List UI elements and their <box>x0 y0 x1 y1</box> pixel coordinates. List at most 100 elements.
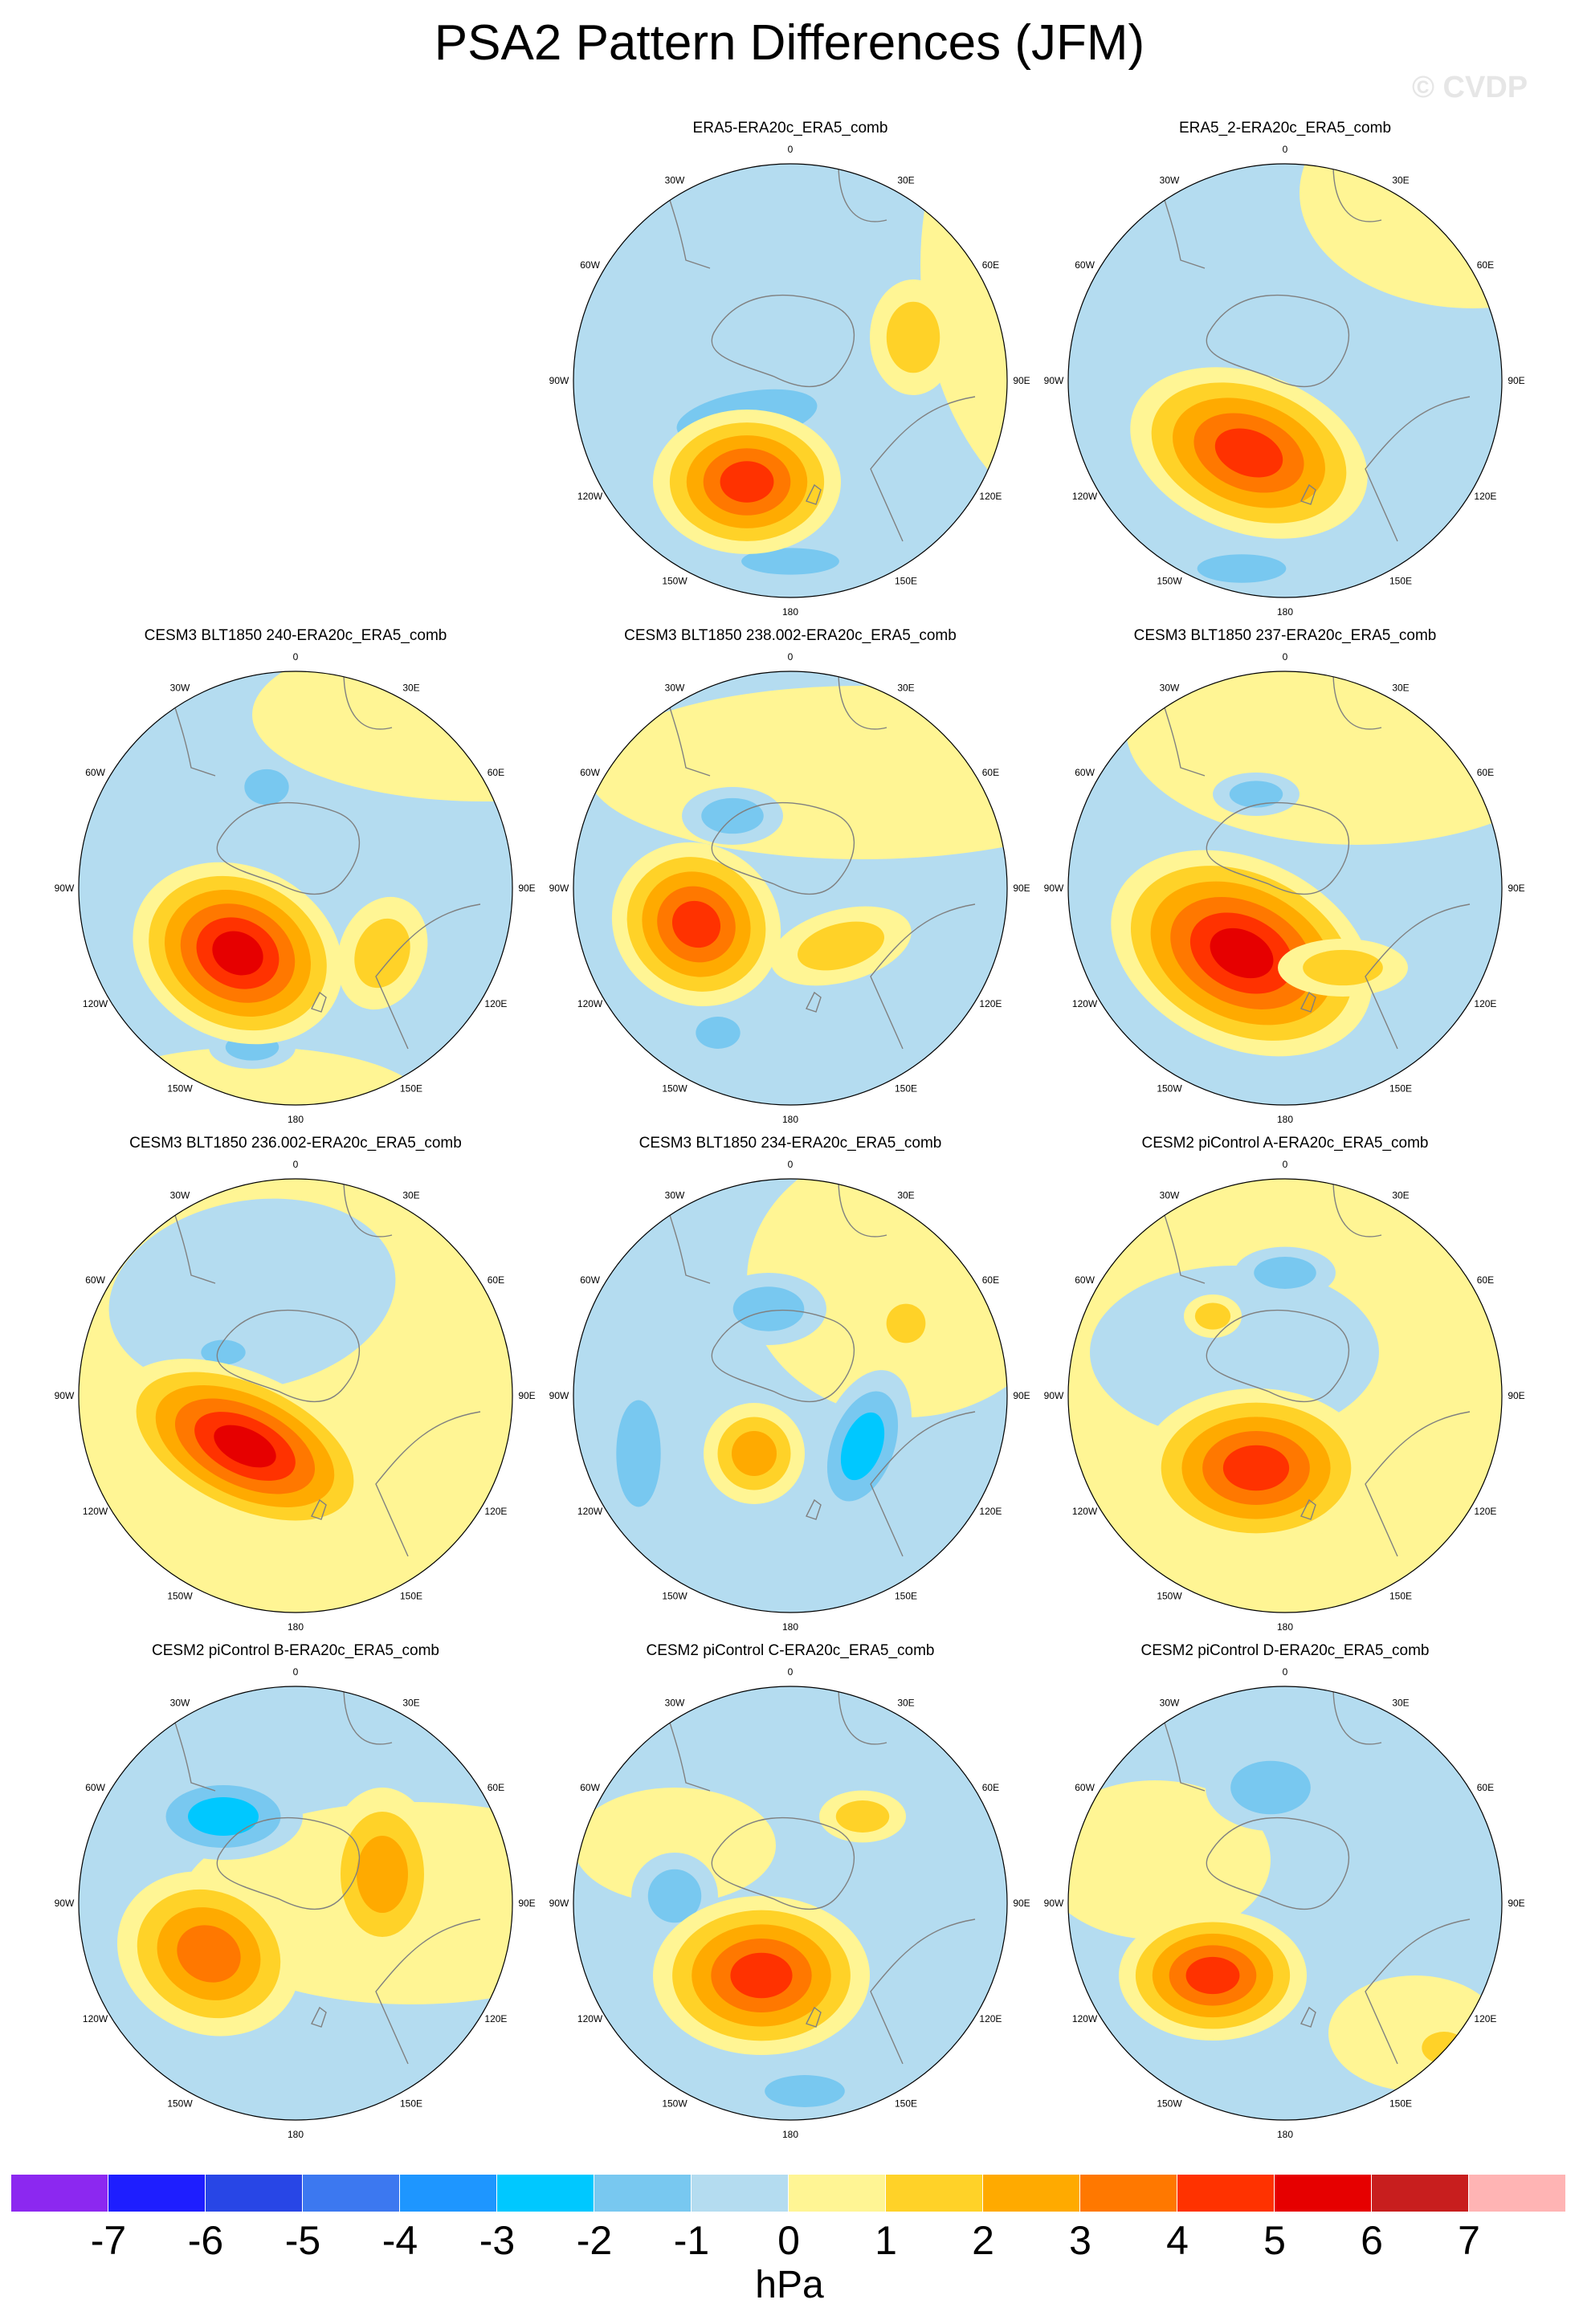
longitude-label: 150W <box>167 1590 193 1601</box>
longitude-label: 150E <box>400 1082 422 1094</box>
longitude-label: 150E <box>1389 2098 1412 2109</box>
new-zealand-coastline <box>311 2006 327 2028</box>
longitude-label: 60W <box>1075 1274 1095 1286</box>
panel-title: CESM3 BLT1850 234-ERA20c_ERA5_comb <box>639 1135 942 1152</box>
australia-coastline <box>1365 1411 1471 1557</box>
map-boundary <box>1067 1686 1503 2121</box>
colorbar-swatch <box>594 2175 692 2212</box>
positive-anomaly-contour <box>1303 949 1383 986</box>
colorbar-tick-label: 4 <box>1166 2218 1189 2263</box>
australia-coastline <box>375 1411 481 1557</box>
longitude-label: 0 <box>1283 144 1288 155</box>
colorbar-tick-label: -5 <box>284 2218 321 2263</box>
map-panel: CESM3 BLT1850 236.002-ERA20c_ERA5_comb 0 3… <box>47 1134 545 1641</box>
polar-map: 0 30E 60E 90E 120E 150E 180 150W 120W 90W 60W 30W <box>55 1159 536 1633</box>
longitude-label: 150E <box>895 1082 917 1094</box>
map-boundary <box>573 163 1008 598</box>
longitude-label: 90E <box>518 883 535 894</box>
longitude-label: 120W <box>577 2013 603 2024</box>
longitude-label: 0 <box>1283 1666 1288 1678</box>
new-zealand-coastline <box>311 1498 327 1520</box>
longitude-label: 0 <box>1283 651 1288 663</box>
longitude-label: 120E <box>484 998 507 1009</box>
longitude-label: 60E <box>488 767 504 778</box>
longitude-label: 90W <box>1044 375 1064 386</box>
colorbar-tick-label: -6 <box>187 2218 224 2263</box>
negative-anomaly-contour <box>188 1797 259 1836</box>
longitude-label: 150W <box>662 575 687 586</box>
longitude-label: 60W <box>580 259 600 271</box>
longitude-label: 0 <box>293 1666 299 1678</box>
longitude-label: 150W <box>1157 1082 1182 1094</box>
longitude-label: 30W <box>170 1698 190 1709</box>
africa-coastline <box>838 671 887 730</box>
coastlines <box>1156 1686 1471 2065</box>
africa-coastline <box>1332 164 1382 222</box>
longitude-label: 30E <box>897 1698 914 1709</box>
antarctica-coastline <box>1206 294 1350 388</box>
longitude-label: 60E <box>488 1274 504 1286</box>
longitude-label: 180 <box>1277 1621 1293 1633</box>
map-panel: ERA5_2-ERA20c_ERA5_comb 0 30E 60E 90E 120E 150… <box>1036 119 1534 626</box>
map-boundary <box>1067 671 1503 1106</box>
longitude-label: 60E <box>1477 259 1494 271</box>
colorbar-tick-label: 5 <box>1263 2218 1286 2263</box>
positive-anomaly-contour <box>1185 1956 1240 1995</box>
longitude-label: 30W <box>1160 1698 1180 1709</box>
map-panel: CESM2 piControl B-ERA20c_ERA5_comb 0 30E 60… <box>47 1641 545 2149</box>
negative-anomaly-contour <box>1230 1760 1311 1815</box>
africa-coastline <box>1332 1179 1382 1237</box>
longitude-label: 0 <box>293 1159 299 1170</box>
positive-anomaly-contour <box>798 921 884 971</box>
longitude-label: 30E <box>402 1190 419 1201</box>
panel-title: CESM2 piControl A-ERA20c_ERA5_comb <box>1141 1135 1429 1152</box>
longitude-label: 90W <box>55 1898 75 1909</box>
longitude-label: 60W <box>85 1782 105 1793</box>
longitude-label: 90W <box>549 375 569 386</box>
longitude-label: 180 <box>782 606 798 618</box>
longitude-label: 90E <box>1508 375 1524 386</box>
positive-anomaly-contour <box>573 1788 776 1903</box>
longitude-label: 120W <box>1072 491 1098 502</box>
map-boundary <box>573 671 1008 1106</box>
longitude-label: 30E <box>1392 175 1409 186</box>
colorbar-swatch <box>692 2175 789 2212</box>
australia-coastline <box>375 1918 481 2065</box>
negative-anomaly-contour <box>1229 781 1283 808</box>
polar-map: 0 30E 60E 90E 120E 150E 180 150W 120W 90W 60W 30W <box>55 651 536 1125</box>
longitude-label: 60E <box>1477 1274 1494 1286</box>
longitude-label: 30E <box>897 1190 914 1201</box>
negative-anomaly-contour <box>1254 1257 1316 1289</box>
longitude-label: 120E <box>1474 1506 1496 1517</box>
longitude-label: 90W <box>1044 1898 1064 1909</box>
new-zealand-coastline <box>1300 991 1316 1013</box>
negative-anomaly-contour <box>701 797 764 834</box>
colorbar-swatch <box>108 2175 206 2212</box>
longitude-label: 120E <box>979 1506 1002 1517</box>
map-panel: CESM3 BLT1850 234-ERA20c_ERA5_comb 0 30E 60… <box>541 1134 1039 1641</box>
longitude-label: 30E <box>1392 1698 1409 1709</box>
longitude-label: 120E <box>484 1506 507 1517</box>
longitude-label: 30W <box>170 1190 190 1201</box>
positive-anomaly-contour <box>886 301 940 373</box>
longitude-label: 180 <box>782 2129 798 2140</box>
longitude-label: 180 <box>1277 606 1293 618</box>
map-panel: CESM3 BLT1850 238.002-ERA20c_ERA5_comb 0 3… <box>541 626 1039 1134</box>
negative-anomaly-contour <box>108 1198 396 1391</box>
panel-title: ERA5-ERA20c_ERA5_comb <box>692 120 888 137</box>
new-zealand-coastline <box>311 991 327 1013</box>
longitude-label: 0 <box>293 651 299 663</box>
antarctica-coastline <box>711 1816 855 1910</box>
africa-coastline <box>838 1179 887 1237</box>
negative-anomaly-contour <box>840 1412 885 1481</box>
longitude-label: 90E <box>1013 1390 1030 1401</box>
longitude-label: 90W <box>55 1390 75 1401</box>
new-zealand-coastline <box>1300 2006 1316 2028</box>
longitude-label: 120W <box>83 2013 108 2024</box>
new-zealand-coastline <box>806 2006 822 2028</box>
longitude-label: 30W <box>1160 175 1180 186</box>
longitude-label: 180 <box>288 1114 304 1125</box>
colorbar-tick-label: -3 <box>479 2218 516 2263</box>
negative-anomaly-contour <box>765 2075 845 2107</box>
positive-anomaly-contour <box>357 1836 408 1913</box>
